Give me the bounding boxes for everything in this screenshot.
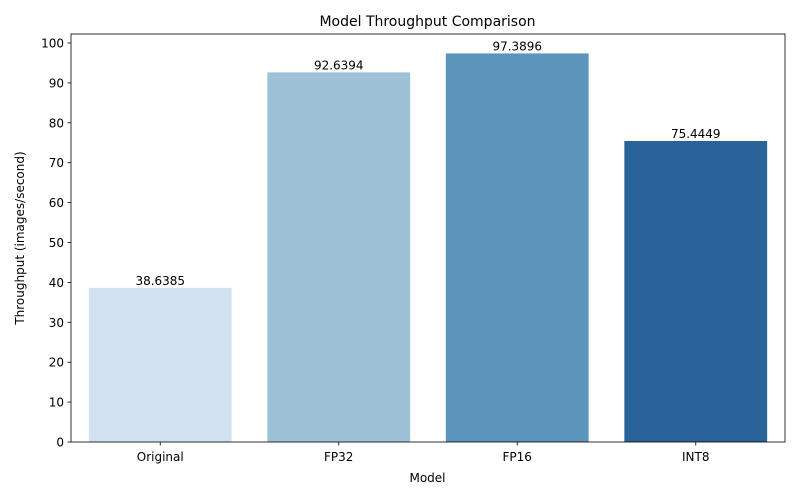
x-tick-label: Original xyxy=(137,450,184,464)
x-tick-label: FP16 xyxy=(503,450,532,464)
bars-layer xyxy=(88,53,768,443)
bar-int8 xyxy=(624,140,768,443)
data-labels-layer: 38.6385 92.6394 97.3896 75.4449 xyxy=(135,39,720,287)
y-tick-label: 30 xyxy=(49,316,64,330)
y-tick-label: 90 xyxy=(49,76,64,90)
y-tick-label: 40 xyxy=(49,276,64,290)
x-axis: Original FP32 FP16 INT8 xyxy=(137,442,709,464)
data-label-fp32: 92.6394 xyxy=(314,58,364,72)
bar-fp16 xyxy=(445,53,589,442)
y-tick-label: 80 xyxy=(49,116,64,130)
bar-fp32 xyxy=(267,72,411,443)
plot-frame xyxy=(70,33,786,443)
y-tick-label: 20 xyxy=(49,356,64,370)
y-tick-label: 10 xyxy=(49,396,64,410)
bar-original xyxy=(88,287,232,442)
x-axis-label: Model xyxy=(409,471,445,485)
y-axis-label: Throughput (images/second) xyxy=(13,151,27,325)
y-tick-label: 60 xyxy=(49,196,64,210)
y-axis: 0 10 20 30 40 50 60 70 80 90 100 xyxy=(41,37,71,450)
data-label-fp16: 97.3896 xyxy=(492,39,542,53)
y-tick-label: 100 xyxy=(41,37,64,51)
chart-title: Model Throughput Comparison xyxy=(319,14,535,30)
y-tick-label: 50 xyxy=(49,236,64,250)
data-label-original: 38.6385 xyxy=(135,274,185,288)
y-tick-label: 0 xyxy=(56,436,64,450)
data-label-int8: 75.4449 xyxy=(671,127,721,141)
y-tick-label: 70 xyxy=(49,156,64,170)
x-tick-label: FP32 xyxy=(324,450,353,464)
x-tick-label: INT8 xyxy=(682,450,709,464)
